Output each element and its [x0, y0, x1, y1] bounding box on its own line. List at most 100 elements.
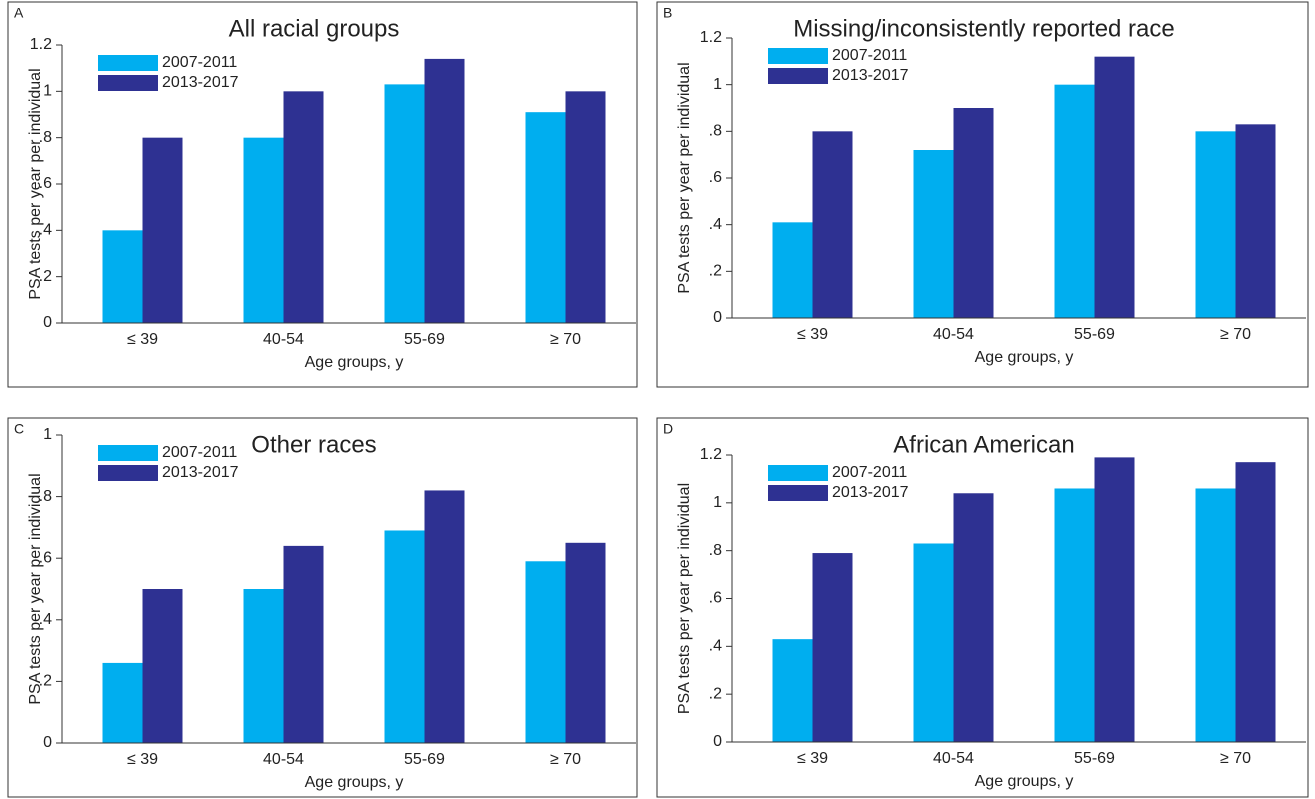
- x-tick-label: 40-54: [933, 326, 974, 343]
- x-tick-label: 40-54: [263, 751, 304, 768]
- y-tick-label: .8: [709, 123, 722, 140]
- chart-title: All racial groups: [229, 15, 400, 42]
- legend-label: 2007-2011: [162, 54, 237, 71]
- bar: [1094, 56, 1135, 319]
- x-tick-label: ≥ 70: [1220, 750, 1251, 767]
- x-tick-label: 55-69: [1074, 750, 1115, 767]
- bar: [1235, 462, 1276, 742]
- bar: [1094, 457, 1135, 742]
- y-tick-label: .4: [39, 611, 52, 628]
- panel-letter: D: [663, 421, 673, 437]
- bar: [142, 137, 183, 323]
- bar: [565, 542, 606, 743]
- panel-letter: C: [14, 421, 24, 437]
- bar: [243, 589, 284, 743]
- y-tick-label: .8: [39, 488, 52, 505]
- bar: [102, 230, 143, 323]
- x-tick-label: 55-69: [404, 331, 445, 348]
- x-tick-label: ≥ 70: [1220, 326, 1251, 343]
- bar: [913, 150, 954, 318]
- bar: [142, 589, 183, 743]
- x-tick-label: ≤ 39: [127, 751, 158, 768]
- bar: [525, 561, 566, 743]
- y-tick-label: .2: [39, 673, 52, 690]
- panel-frame: [7, 417, 638, 798]
- x-tick-label: 40-54: [933, 750, 974, 767]
- bar: [812, 553, 853, 742]
- x-axis-label: Age groups, y: [975, 773, 1074, 790]
- x-tick-label: 55-69: [404, 751, 445, 768]
- bar: [772, 639, 813, 742]
- legend-label: 2013-2017: [162, 464, 239, 481]
- y-tick-label: .4: [709, 638, 722, 655]
- y-tick-label: 0: [713, 733, 722, 750]
- y-tick-label: .4: [709, 216, 722, 233]
- bar: [283, 91, 324, 323]
- y-tick-label: 1.2: [700, 29, 722, 46]
- x-tick-label: 55-69: [1074, 326, 1115, 343]
- x-tick-label: ≤ 39: [127, 331, 158, 348]
- panel-frame: [656, 1, 1309, 388]
- panel-letter: A: [14, 5, 24, 21]
- legend-label: 2007-2011: [162, 444, 237, 461]
- bar: [424, 490, 465, 743]
- y-axis-label: PSA tests per year per individual: [676, 62, 693, 293]
- y-tick-label: .6: [39, 175, 52, 192]
- legend-swatch: [768, 68, 828, 84]
- chart-title: Other races: [251, 431, 376, 458]
- y-tick-label: 0: [43, 314, 52, 331]
- panel-letter: B: [663, 5, 672, 21]
- y-tick-label: 1: [713, 76, 722, 93]
- y-tick-label: 0: [713, 309, 722, 326]
- y-tick-label: 1: [43, 426, 52, 443]
- bar: [1195, 131, 1236, 318]
- bar: [565, 91, 606, 323]
- bar: [1054, 488, 1095, 742]
- bar: [102, 662, 143, 743]
- bar: [1195, 488, 1236, 742]
- bar: [424, 58, 465, 324]
- panel-frame: [656, 417, 1309, 798]
- bar: [953, 493, 994, 742]
- legend-swatch: [768, 465, 828, 481]
- y-tick-label: 1.2: [30, 36, 52, 53]
- y-tick-label: .2: [709, 263, 722, 280]
- bar: [772, 222, 813, 318]
- panel-frame: [7, 1, 638, 388]
- x-tick-label: ≤ 39: [797, 326, 828, 343]
- x-axis-label: Age groups, y: [305, 354, 404, 371]
- bar: [525, 112, 566, 323]
- chart-title: African American: [893, 431, 1074, 458]
- y-tick-label: .2: [709, 685, 722, 702]
- bar: [243, 137, 284, 323]
- legend-swatch: [98, 465, 158, 481]
- legend-label: 2013-2017: [832, 484, 909, 501]
- bar: [953, 108, 994, 318]
- legend-swatch: [98, 55, 158, 71]
- legend-label: 2007-2011: [832, 47, 907, 64]
- y-tick-label: .2: [39, 268, 52, 285]
- bar: [812, 131, 853, 318]
- legend-label: 2013-2017: [832, 67, 909, 84]
- y-tick-label: 0: [43, 734, 52, 751]
- bar: [913, 543, 954, 742]
- legend-label: 2013-2017: [162, 74, 239, 91]
- legend-swatch: [768, 485, 828, 501]
- legend-label: 2007-2011: [832, 464, 907, 481]
- x-axis-label: Age groups, y: [975, 349, 1074, 366]
- chart-title: Missing/inconsistently reported race: [793, 15, 1175, 42]
- y-tick-label: 1: [713, 494, 722, 511]
- y-tick-label: .6: [709, 169, 722, 186]
- x-tick-label: ≥ 70: [550, 331, 581, 348]
- x-tick-label: 40-54: [263, 331, 304, 348]
- y-axis-label: PSA tests per year per individual: [27, 473, 44, 704]
- y-axis-label: PSA tests per year per individual: [676, 483, 693, 714]
- bar: [283, 545, 324, 743]
- x-tick-label: ≤ 39: [797, 750, 828, 767]
- y-tick-label: .4: [39, 222, 52, 239]
- bar: [1235, 124, 1276, 318]
- legend-swatch: [98, 445, 158, 461]
- x-axis-label: Age groups, y: [305, 774, 404, 791]
- bar: [1054, 84, 1095, 319]
